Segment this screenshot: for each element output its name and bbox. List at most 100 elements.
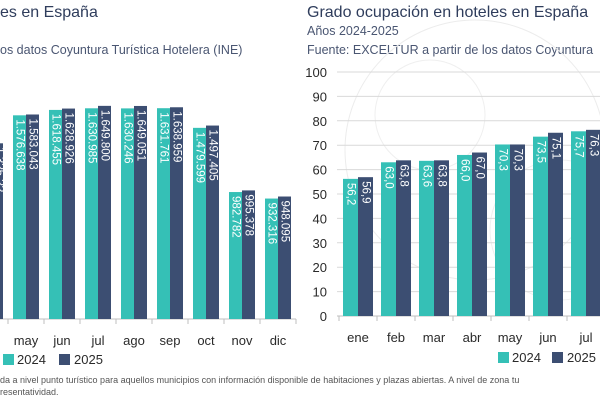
left-legend-swatch-2025 [59, 354, 70, 365]
left-bar-label-2025-jul: 1.649.800 [98, 110, 110, 161]
right-x-tick-jun: jun [538, 330, 556, 345]
right-bar-2024-jul [571, 131, 586, 316]
left-bar-2024-nov [229, 192, 242, 319]
right-legend-label-2024: 2024 [512, 350, 541, 365]
right-y-tick-20: 20 [313, 260, 327, 275]
right-chart-source: Fuente: EXCELTUR a partir de los datos C… [307, 43, 594, 57]
right-bar-2025-abr [472, 152, 487, 316]
footnote-line-1: da a nivel punto turístico para aquellos… [0, 375, 520, 385]
right-bar-label-2024-jun: 73,5 [534, 141, 546, 163]
left-bar-2024-jul [85, 108, 98, 319]
right-y-tick-60: 60 [313, 163, 327, 178]
right-bar-2025-may [510, 144, 525, 316]
right-x-tick-ene: ene [347, 330, 369, 345]
right-y-tick-100: 100 [305, 65, 327, 80]
left-bar-2025-nov [242, 190, 255, 319]
left-bar-label-2024-jun: 1.618.455 [49, 114, 61, 165]
left-bar-label-2024-jul: 1.630.985 [85, 112, 97, 163]
left-bar-label-2025-oct: 1.497.405 [206, 130, 218, 181]
left-bar-2025-may [26, 114, 39, 319]
right-bar-label-2025-may: 70,3 [511, 148, 523, 170]
right-bar-2025-mar [434, 160, 449, 316]
right-legend-swatch-2025 [552, 352, 563, 363]
right-y-tick-70: 70 [313, 138, 327, 153]
right-y-tick-40: 40 [313, 211, 327, 226]
left-x-tick-dic: dic [270, 333, 287, 348]
left-bar-label-2024-dic: 932.316 [265, 203, 277, 245]
right-bar-label-2024-ene: 56,2 [344, 183, 356, 205]
right-y-tick-0: 0 [320, 309, 327, 324]
left-bar-2024-sep [157, 108, 170, 319]
right-x-tick-mar: mar [423, 330, 446, 345]
right-x-tick-may: may [498, 330, 523, 345]
left-x-tick-jul: jul [90, 333, 104, 348]
right-bar-label-2025-jul: 76,3 [587, 134, 599, 156]
left-bar-2025-dic [278, 196, 291, 319]
right-bar-label-2025-mar: 63,8 [435, 164, 447, 186]
left-bar-label-2025-ago: 1.649.051 [134, 110, 146, 161]
left-bar-partial-label: 1.3?5.?? [0, 147, 5, 192]
left-bar-label-2024-ago: 1.630.246 [121, 112, 133, 163]
right-chart-title: Grado ocupación en hoteles en España [307, 4, 589, 21]
footnote-line-2: resentatividad. [0, 387, 59, 397]
left-bar-2025-sep [170, 107, 183, 319]
right-bar-2024-mar [419, 160, 434, 316]
left-bar-2025-ago [134, 105, 147, 319]
right-x-tick-jul: jul [578, 330, 592, 345]
left-legend-swatch-2024 [3, 354, 14, 365]
left-bar-2024-oct [193, 127, 206, 319]
left-bar-2025-oct [206, 125, 219, 320]
right-legend-label-2025: 2025 [567, 350, 596, 365]
right-legend-swatch-2024 [498, 352, 509, 363]
right-x-tick-feb: feb [387, 330, 405, 345]
left-chart-title: es en España [0, 4, 98, 21]
right-bar-2024-jun [533, 136, 548, 316]
right-y-tick-80: 80 [313, 114, 327, 129]
right-bar-label-2025-abr: 67,0 [473, 157, 485, 179]
right-y-tick-30: 30 [313, 236, 327, 251]
left-bar-2025-jul [98, 105, 111, 319]
right-bar-label-2025-ene: 56,9 [359, 181, 371, 203]
left-x-tick-oct: oct [197, 333, 215, 348]
right-y-tick-90: 90 [313, 89, 327, 104]
right-bar-2024-ene [343, 178, 358, 316]
left-legend-label-2025: 2025 [74, 352, 103, 367]
left-bar-label-2025-dic: 948.095 [278, 201, 290, 243]
right-bar-label-2025-jun: 75,1 [549, 137, 561, 159]
right-bar-2025-ene [358, 177, 373, 316]
left-chart-source: os datos Coyuntura Turística Hotelera (I… [0, 43, 243, 57]
right-y-tick-50: 50 [313, 187, 327, 202]
left-bar-label-2025-jun: 1.628.926 [62, 113, 74, 164]
left-x-tick-sep: sep [160, 333, 181, 348]
left-bar-2024-ago [121, 108, 134, 320]
left-x-tick-ago: ago [123, 333, 145, 348]
right-bar-2024-abr [457, 154, 472, 316]
left-bar-label-2024-oct: 1.479.599 [193, 132, 205, 183]
right-chart-subtitle: Años 2024-2025 [307, 24, 399, 38]
right-bar-2024-may [495, 144, 510, 316]
right-y-tick-10: 10 [313, 285, 327, 300]
left-bar-2024-may [13, 115, 26, 319]
left-bar-label-2024-sep: 1.631.761 [157, 112, 169, 163]
right-bar-label-2024-feb: 63,0 [382, 166, 394, 188]
left-bar-label-2025-sep: 1.638.959 [170, 111, 182, 162]
left-bar-label-2025-nov: 995.378 [242, 194, 254, 236]
left-x-tick-may: may [14, 333, 39, 348]
right-bar-label-2024-jul: 75,7 [572, 135, 584, 157]
left-legend-label-2024: 2024 [17, 352, 46, 367]
right-bar-label-2024-abr: 66,0 [458, 159, 470, 181]
left-x-tick-nov: nov [232, 333, 253, 348]
right-bar-label-2025-feb: 63,8 [397, 164, 409, 186]
right-bar-label-2024-may: 70,3 [496, 148, 508, 170]
left-bar-2025-jun [62, 108, 75, 320]
right-bar-2025-jul [586, 129, 600, 316]
left-bar-label-2025-may: 1.583.043 [26, 118, 38, 169]
right-bar-label-2024-mar: 63,6 [420, 165, 432, 187]
right-bar-2025-feb [396, 160, 411, 316]
left-bar-2024-jun [49, 109, 62, 319]
left-bar-2024-dic [265, 198, 278, 319]
left-bar-partial [0, 143, 3, 319]
left-bar-label-2024-may: 1.576.638 [13, 119, 25, 170]
left-bar-label-2024-nov: 982.782 [229, 196, 241, 238]
